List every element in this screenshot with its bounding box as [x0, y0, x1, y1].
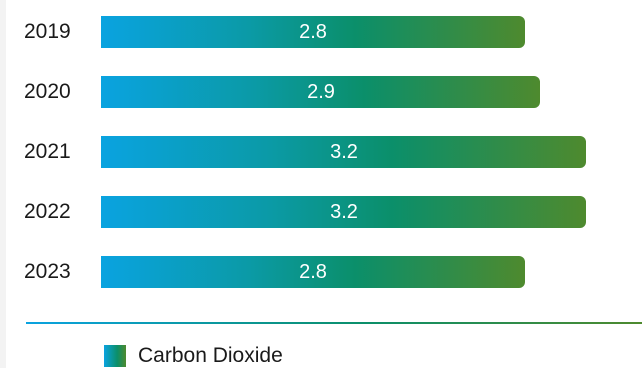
bar-2022: 3.2 [101, 196, 586, 228]
bar-value-label: 2.8 [299, 261, 327, 283]
year-label: 2021 [24, 140, 71, 163]
page-edge [0, 0, 6, 368]
bar-value-label: 3.2 [330, 201, 358, 223]
legend: Carbon Dioxide [104, 344, 283, 368]
bar-2021: 3.2 [101, 136, 586, 168]
bar-value-label: 2.9 [307, 81, 335, 103]
baseline-axis [26, 322, 642, 324]
bar-2023: 2.8 [101, 256, 525, 288]
bar-value-label: 3.2 [330, 141, 358, 163]
bar-2020: 2.9 [101, 76, 540, 108]
year-label: 2019 [24, 20, 71, 43]
year-label: 2020 [24, 80, 71, 103]
bar-value-label: 2.8 [299, 21, 327, 43]
legend-swatch [104, 345, 126, 367]
year-label: 2023 [24, 260, 71, 283]
year-label: 2022 [24, 200, 71, 223]
bar-2019: 2.8 [101, 16, 525, 48]
legend-label: Carbon Dioxide [138, 344, 283, 367]
